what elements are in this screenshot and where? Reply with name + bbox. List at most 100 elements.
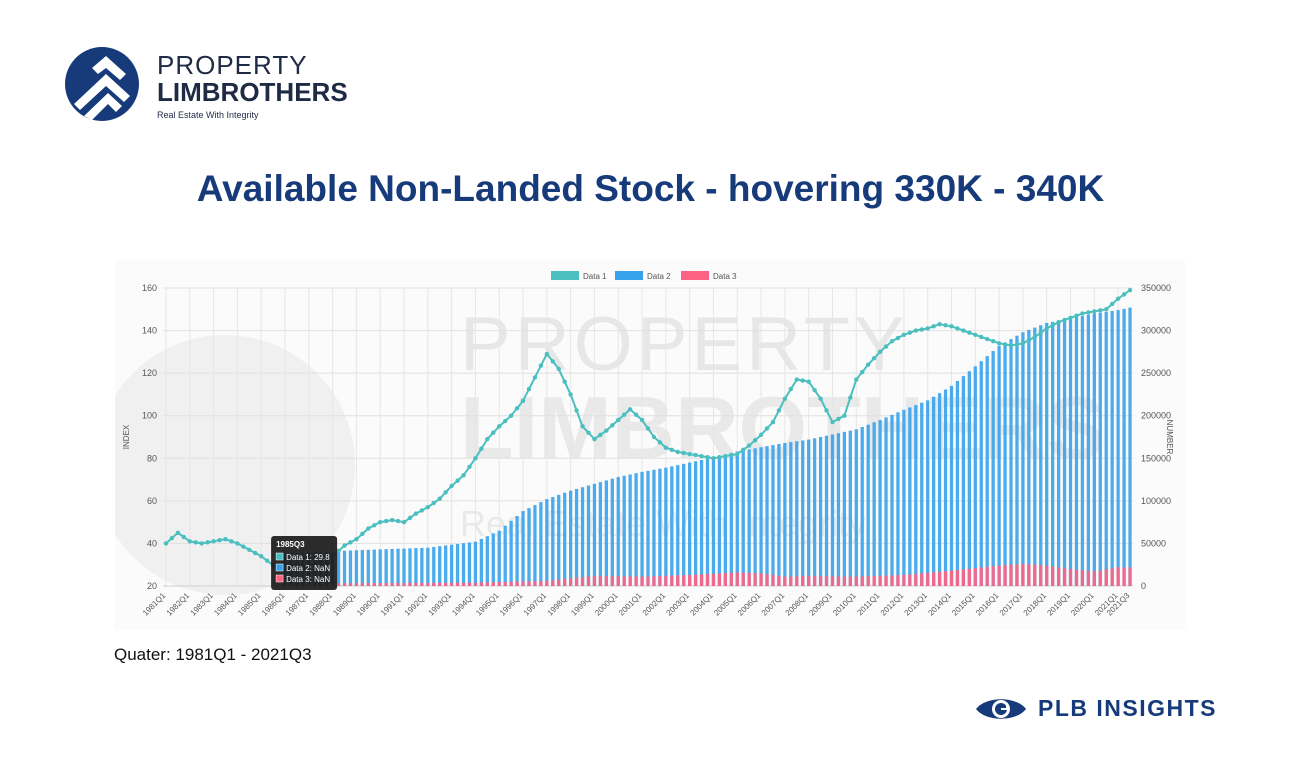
bar-data2-2016Q2 bbox=[1003, 342, 1007, 586]
bar-data2-2020Q2 bbox=[1098, 312, 1102, 586]
y-tick-label: 120 bbox=[142, 368, 157, 378]
point-data1-2015Q2 bbox=[979, 334, 984, 340]
x-tick-label: 1986Q1 bbox=[260, 591, 287, 618]
bar-data3-2019Q2 bbox=[1074, 569, 1079, 586]
legend-label: Data 1 bbox=[583, 272, 607, 281]
bar-data3-2013Q2 bbox=[932, 572, 936, 586]
point-data1-2008Q1 bbox=[806, 379, 811, 384]
bar-data3-1990Q3 bbox=[390, 582, 394, 586]
quarter-range-note: Quater: 1981Q1 - 2021Q3 bbox=[114, 645, 312, 664]
point-data1-2021Q3 bbox=[1127, 287, 1133, 293]
point-data1-1984Q4 bbox=[253, 550, 258, 556]
bar-data2-2012Q1 bbox=[902, 409, 906, 586]
tooltip: 1985Q3 Data 1: 29.8 Data 2: NaN Data 3: NaN bbox=[271, 536, 338, 590]
x-tick-label: 1997Q1 bbox=[522, 591, 549, 618]
bar-data2-1999Q2 bbox=[598, 482, 603, 586]
bar-data2-2021Q1 bbox=[1116, 310, 1120, 586]
point-data1-1998Q2 bbox=[574, 408, 579, 413]
bar-data3-1993Q4 bbox=[467, 582, 472, 586]
bar-data3-2000Q4 bbox=[634, 576, 638, 586]
bar-data3-1997Q4 bbox=[563, 578, 567, 586]
bar-data3-1993Q2 bbox=[455, 582, 460, 586]
bar-data2-2001Q4 bbox=[658, 468, 662, 586]
bar-data3-2006Q3 bbox=[771, 574, 775, 586]
bar-data3-2017Q3 bbox=[1033, 564, 1037, 586]
bar-data2-1996Q2 bbox=[527, 508, 531, 586]
point-data1-2003Q1 bbox=[687, 451, 692, 457]
bar-data3-2007Q1 bbox=[783, 576, 787, 586]
bar-data2-2013Q4 bbox=[943, 389, 948, 586]
bar-data2-1989Q1 bbox=[354, 550, 359, 586]
bar-data2-2011Q2 bbox=[884, 417, 888, 586]
legend-label: Data 2 bbox=[647, 272, 671, 281]
point-data1-2005Q1 bbox=[735, 451, 740, 457]
point-data1-2015Q1 bbox=[973, 332, 978, 338]
watermark-circle bbox=[115, 335, 355, 595]
bar-data3-2020Q4 bbox=[1110, 568, 1114, 586]
bar-data3-2010Q3 bbox=[866, 576, 870, 586]
y2-tick-label: 200000 bbox=[1141, 411, 1171, 421]
watermark-line1: PROPERTY bbox=[460, 302, 909, 387]
bar-data3-2012Q1 bbox=[902, 574, 906, 586]
x-tick-label: 2020Q1 bbox=[1069, 591, 1096, 618]
bar-data3-2005Q2 bbox=[741, 572, 745, 586]
bar-data2-2021Q2 bbox=[1122, 308, 1126, 586]
bar-data2-1992Q3 bbox=[438, 546, 442, 586]
x-tick-label: 2010Q1 bbox=[831, 591, 858, 618]
point-data1-1995Q3 bbox=[508, 413, 514, 418]
bar-data3-1994Q1 bbox=[473, 582, 478, 586]
point-data1-1989Q4 bbox=[372, 523, 377, 528]
y2-tick-label: 350000 bbox=[1141, 283, 1171, 293]
bar-data3-2006Q4 bbox=[777, 575, 781, 586]
bar-data3-2021Q2 bbox=[1122, 567, 1126, 586]
point-data1-2019Q4 bbox=[1086, 310, 1091, 315]
bar-data3-2017Q2 bbox=[1027, 564, 1031, 586]
point-data1-1994Q4 bbox=[491, 430, 496, 435]
x-tick-label: 2002Q1 bbox=[641, 591, 668, 618]
bar-data3-1988Q2 bbox=[336, 583, 341, 586]
point-data1-1993Q1 bbox=[449, 483, 454, 489]
brand-name-top: PROPERTY bbox=[157, 50, 308, 80]
bar-data3-1991Q1 bbox=[402, 582, 406, 586]
bar-data2-2003Q2 bbox=[693, 461, 698, 586]
point-data1-2012Q1 bbox=[901, 332, 907, 338]
y2-tick-label: 300000 bbox=[1141, 326, 1171, 336]
bar-data2-2001Q1 bbox=[640, 471, 644, 586]
bar-data2-1999Q1 bbox=[592, 483, 597, 586]
point-data1-2002Q1 bbox=[663, 445, 669, 450]
point-data1-1998Q1 bbox=[568, 392, 573, 397]
bar-data3-2001Q3 bbox=[652, 576, 656, 586]
x-tick-label: 2005Q1 bbox=[712, 591, 739, 618]
point-data1-2002Q2 bbox=[669, 447, 675, 452]
bar-data2-2021Q3 bbox=[1128, 307, 1132, 586]
point-data1-2019Q3 bbox=[1080, 311, 1085, 316]
x-tick-label: 2006Q1 bbox=[736, 591, 763, 618]
bar-data3-2017Q4 bbox=[1039, 565, 1043, 586]
bar-data3-1995Q3 bbox=[509, 581, 513, 586]
bar-data3-1991Q2 bbox=[408, 582, 412, 586]
bar-data3-2011Q1 bbox=[878, 575, 882, 586]
point-data1-2015Q3 bbox=[985, 336, 990, 342]
x-tick-label: 1998Q1 bbox=[546, 591, 573, 618]
point-data1-2009Q1 bbox=[830, 419, 835, 425]
point-data1-1989Q1 bbox=[354, 536, 359, 542]
bar-data3-2015Q4 bbox=[991, 566, 995, 586]
bar-data3-2018Q3 bbox=[1056, 567, 1061, 586]
x-tick-label: 2018Q1 bbox=[1022, 591, 1049, 618]
point-data1-2011Q3 bbox=[889, 339, 895, 344]
bar-data3-2003Q4 bbox=[705, 573, 710, 586]
point-data1-1992Q2 bbox=[431, 500, 436, 506]
point-data1-2000Q3 bbox=[627, 407, 633, 412]
bar-data2-2017Q3 bbox=[1033, 327, 1037, 586]
bar-data3-1996Q1 bbox=[521, 581, 525, 586]
bar-data3-2018Q2 bbox=[1051, 566, 1055, 586]
bar-data3-1998Q2 bbox=[574, 577, 579, 586]
bar-data2-2015Q2 bbox=[979, 361, 983, 586]
point-data1-2011Q4 bbox=[895, 335, 901, 341]
bar-data2-2005Q3 bbox=[747, 449, 751, 586]
bar-data2-2005Q4 bbox=[753, 448, 757, 586]
x-tick-label: 1981Q1 bbox=[141, 591, 168, 618]
point-data1-1996Q2 bbox=[526, 386, 532, 392]
point-data1-1982Q1 bbox=[187, 539, 192, 544]
bar-data2-1994Q1 bbox=[473, 541, 478, 586]
